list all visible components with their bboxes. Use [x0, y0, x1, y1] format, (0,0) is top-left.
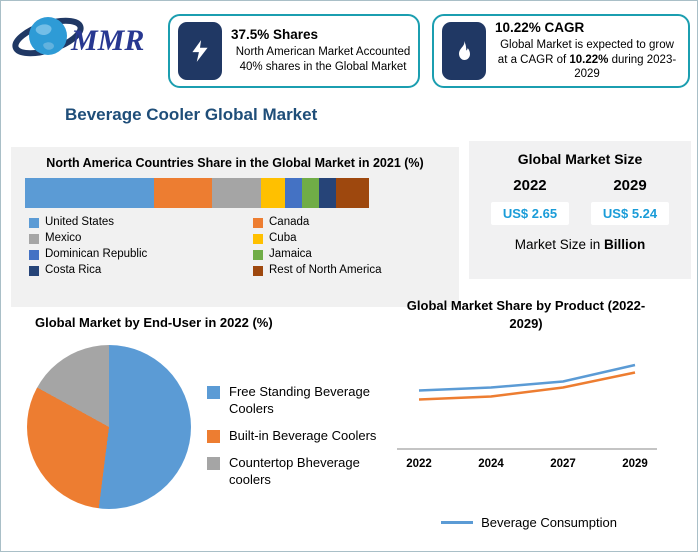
flame-icon	[442, 22, 486, 80]
cagr-stat-card: 10.22% CAGR Global Market is expected to…	[432, 14, 690, 88]
x-axis-label: 2024	[478, 458, 504, 470]
legend-item: Cuba	[253, 232, 459, 244]
market-size-title: Global Market Size	[469, 151, 691, 167]
market-size-panel: Global Market Size 2022 US$ 2.65 2029 US…	[469, 141, 691, 279]
stacked-bar-chart	[25, 178, 369, 208]
pie-chart-legend: Free Standing Beverage Coolers Built-in B…	[207, 384, 379, 488]
infographic-canvas: MMR 37.5% Shares North American Market A…	[0, 0, 698, 552]
legend-swatch	[253, 234, 263, 244]
legend-label: Built-in Beverage Coolers	[229, 428, 379, 445]
legend-swatch	[253, 250, 263, 260]
market-size-2022: 2022 US$ 2.65	[491, 177, 569, 225]
shares-text: 37.5% Shares North American Market Accou…	[231, 27, 415, 75]
legend-label: Beverage Consumption	[481, 515, 617, 530]
bar-segment	[25, 178, 154, 208]
x-axis-label: 2027	[550, 458, 576, 470]
legend-swatch	[207, 430, 220, 443]
shares-title: 37.5% Shares	[231, 27, 415, 42]
bar-segment	[319, 178, 336, 208]
bar-segment	[302, 178, 319, 208]
year-label: 2022	[491, 177, 569, 194]
legend-line-swatch	[441, 521, 473, 524]
legend-label: United States	[45, 216, 114, 228]
bar-segment	[285, 178, 302, 208]
line-series	[419, 365, 635, 391]
legend-swatch	[207, 457, 220, 470]
legend-item: Costa Rica	[29, 264, 253, 276]
bar-chart-panel: North America Countries Share in the Glo…	[11, 147, 459, 307]
year-label: 2029	[591, 177, 669, 194]
legend-swatch	[29, 234, 39, 244]
legend-swatch	[29, 218, 39, 228]
cagr-title: 10.22% CAGR	[495, 20, 680, 35]
cagr-desc: Global Market is expected to grow at a C…	[495, 38, 679, 83]
pie-chart-title: Global Market by End-User in 2022 (%)	[35, 315, 273, 330]
legend-label: Jamaica	[269, 248, 312, 260]
legend-item: Dominican Republic	[29, 248, 253, 260]
legend-item: Mexico	[29, 232, 253, 244]
shares-desc: North American Market Accounted 40% shar…	[231, 45, 415, 75]
legend-swatch	[29, 266, 39, 276]
mmr-logo: MMR	[11, 5, 161, 74]
legend-label: Mexico	[45, 232, 81, 244]
legend-item: Countertop Bheverage coolers	[207, 455, 379, 489]
legend-item: Jamaica	[253, 248, 459, 260]
legend-label: Cuba	[269, 232, 297, 244]
bar-segment	[154, 178, 212, 208]
legend-item: Canada	[253, 216, 459, 228]
bar-chart-legend: United States Canada Mexico Cuba Dominican R…	[29, 216, 459, 276]
value-chip: US$ 5.24	[591, 202, 669, 225]
value-chip: US$ 2.65	[491, 202, 569, 225]
lightning-icon	[178, 22, 222, 80]
legend-swatch	[253, 266, 263, 276]
bar-segment	[336, 178, 369, 208]
x-axis-label: 2029	[622, 458, 648, 470]
legend-label: Canada	[269, 216, 309, 228]
line-series	[419, 373, 635, 400]
legend-label: Dominican Republic	[45, 248, 147, 260]
market-size-footnote: Market Size in Billion	[469, 237, 691, 252]
legend-label: Costa Rica	[45, 264, 101, 276]
logo-text: MMR	[70, 24, 144, 57]
line-chart-title: Global Market Share by Product (2022-202…	[397, 297, 655, 332]
market-size-columns: 2022 US$ 2.65 2029 US$ 5.24	[469, 177, 691, 225]
legend-item: United States	[29, 216, 253, 228]
globe-icon: MMR	[11, 5, 161, 69]
legend-label: Rest of North America	[269, 264, 381, 276]
legend-swatch	[29, 250, 39, 260]
cagr-text: 10.22% CAGR Global Market is expected to…	[495, 20, 680, 83]
legend-item: Rest of North America	[253, 264, 459, 276]
legend-swatch	[207, 386, 220, 399]
legend-swatch	[253, 218, 263, 228]
line-chart-legend: Beverage Consumption	[399, 515, 659, 530]
line-chart: 2022 2024 2027 2029	[389, 343, 665, 488]
market-size-2029: 2029 US$ 5.24	[591, 177, 669, 225]
legend-item: Built-in Beverage Coolers	[207, 428, 379, 445]
page-title: Beverage Cooler Global Market	[65, 105, 317, 125]
x-axis-label: 2022	[406, 458, 432, 470]
shares-stat-card: 37.5% Shares North American Market Accou…	[168, 14, 420, 88]
legend-label: Free Standing Beverage Coolers	[229, 384, 379, 418]
pie-chart	[27, 345, 191, 509]
bar-segment	[261, 178, 285, 208]
legend-item: Free Standing Beverage Coolers	[207, 384, 379, 418]
bar-chart-title: North America Countries Share in the Glo…	[39, 155, 431, 171]
bar-segment	[212, 178, 260, 208]
legend-label: Countertop Bheverage coolers	[229, 455, 379, 489]
